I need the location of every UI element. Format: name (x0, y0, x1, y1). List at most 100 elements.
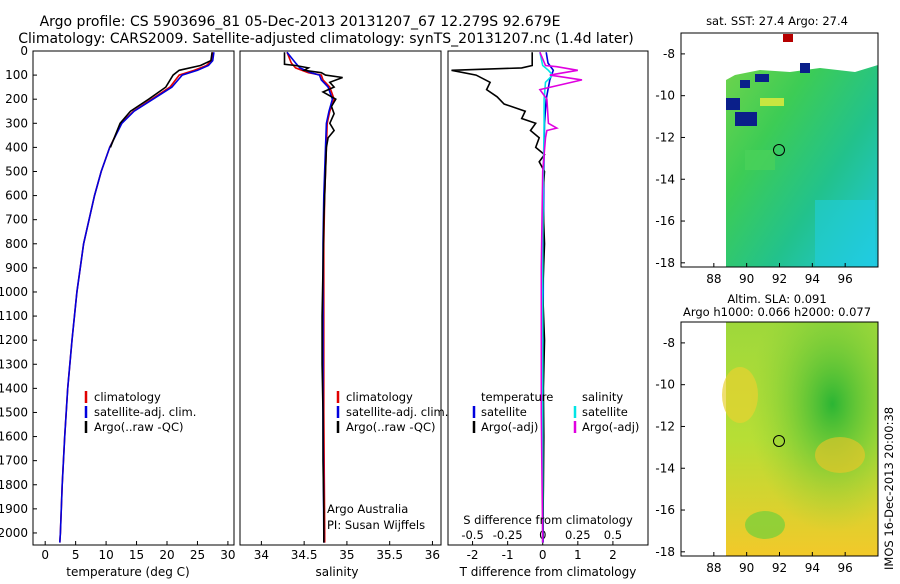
pi-label: PI: Susan Wijffels (327, 518, 425, 532)
legend-climatology: climatology (94, 390, 161, 404)
x-tick-label: 1 (574, 548, 582, 562)
legend-satellite: satellite-adj. clim. (94, 405, 196, 419)
depth-tick-label: 800 (5, 237, 28, 251)
t-difference-xlabel: T difference from climatology (459, 565, 637, 579)
sla-map: Altim. SLA: 0.091 Argo h1000: 0.066 h200… (655, 292, 879, 575)
x-tick-label: 35 (339, 548, 354, 562)
series-line-satellite-adj-clim- (59, 52, 215, 543)
s-difference-label: S difference from climatology (463, 513, 633, 527)
temperature-xlabel: temperature (deg C) (66, 565, 189, 579)
x-tick-label: 5 (72, 548, 80, 562)
depth-tick-label: 2000 (0, 526, 28, 540)
x-tick-label: 2 (609, 548, 617, 562)
salinity-panel: 34 34.5 35 35.5 36 salinity climatology sate… (239, 50, 448, 579)
legend-t-argo: Argo(-adj) (481, 420, 538, 434)
legend-s-satellite: satellite (582, 405, 628, 419)
legend-s-argo: Argo(-adj) (582, 420, 639, 434)
x-tick-label: -1 (502, 548, 514, 562)
depth-tick-label: 1600 (0, 430, 28, 444)
depth-tick-label: 1700 (0, 454, 28, 468)
lat-tick-label: -18 (655, 256, 675, 270)
depth-tick-label: 1800 (0, 478, 28, 492)
depth-tick-label: 200 (5, 92, 28, 106)
depth-tick-label: 1000 (0, 285, 28, 299)
series-line-s-argo-adj- (538, 51, 583, 543)
x-tick-label: 34 (254, 548, 269, 562)
depth-tick-label: 1900 (0, 502, 28, 516)
depth-tick-label: 1400 (0, 381, 28, 395)
x-tick-label: 0 (41, 548, 49, 562)
lon-tick-label: 92 (772, 272, 787, 286)
s-tick-label: -0.5 (461, 528, 483, 542)
lon-tick-label: 88 (706, 561, 721, 575)
s-tick-label: -0.25 (493, 528, 523, 542)
sst-map-title: sat. SST: 27.4 Argo: 27.4 (706, 14, 848, 28)
lat-tick-label: -10 (655, 89, 675, 103)
depth-tick-label: 1100 (0, 309, 28, 323)
depth-tick-label: 1200 (0, 333, 28, 347)
depth-tick-label: 100 (5, 68, 28, 82)
salinity-legend: climatology satellite-adj. clim. Argo(..… (336, 390, 448, 434)
depth-tick-label: 700 (5, 213, 28, 227)
s-tick-label: 0.5 (604, 528, 622, 542)
legend-salinity: salinity (582, 390, 623, 404)
sla-title-line2: Argo h1000: 0.066 h2000: 0.077 (683, 305, 871, 319)
legend-climatology: climatology (346, 390, 413, 404)
legend-satellite: satellite-adj. clim. (346, 405, 448, 419)
series-line-argo-raw-qc- (283, 52, 343, 543)
lat-tick-label: -16 (655, 214, 675, 228)
argo-location-marker (773, 435, 785, 447)
series-line-t-argo-adj- (451, 52, 546, 543)
difference-axes (447, 50, 649, 546)
lat-tick-label: -18 (655, 545, 675, 559)
x-tick-label: 0 (539, 548, 547, 562)
sst-lon-ticks: 88 90 92 94 96 (706, 263, 853, 286)
sla-lat-ticks: -8 -10 -12 -14 -16 -18 (655, 336, 685, 559)
lat-tick-label: -8 (663, 336, 675, 350)
depth-tick-label: 300 (5, 116, 28, 130)
lon-tick-label: 94 (805, 561, 820, 575)
depth-tick-label: 1300 (0, 357, 28, 371)
lat-tick-label: -16 (655, 503, 675, 517)
temperature-lines (59, 52, 215, 543)
lat-tick-label: -12 (655, 419, 675, 433)
figure-title-line2: Climatology: CARS2009. Satellite-adjuste… (18, 31, 633, 47)
salinity-lines (283, 51, 343, 543)
lon-tick-label: 90 (739, 561, 754, 575)
series-line-climatology (59, 52, 214, 543)
series-line-satellite-adj-clim- (286, 51, 334, 543)
sla-title-line1: Altim. SLA: 0.091 (727, 292, 826, 306)
temperature-panel: 0100200300400500600700800900100011001200… (0, 44, 236, 579)
x-tick-label: 20 (159, 548, 174, 562)
legend-t-satellite: satellite (481, 405, 527, 419)
argo-location-marker (773, 144, 785, 156)
s-tick-label: 0.25 (565, 528, 591, 542)
depth-tick-label: 600 (5, 189, 28, 203)
lat-tick-label: -8 (663, 47, 675, 61)
temperature-x-ticks: 0 5 10 15 20 25 30 (41, 541, 236, 562)
figure-title-line1: Argo profile: CS 5903696_81 05-Dec-2013 … (40, 14, 561, 30)
legend-temperature: temperature (481, 390, 553, 404)
x-tick-label: 35.5 (376, 548, 403, 562)
depth-tick-label: 400 (5, 140, 28, 154)
depth-tick-label: 0 (20, 44, 28, 58)
salinity-xlabel: salinity (315, 565, 358, 579)
difference-legend: temperature satellite Argo(-adj) salinit… (472, 390, 639, 434)
lon-tick-label: 96 (838, 272, 853, 286)
series-line-s-satellite (539, 52, 554, 543)
x-tick-label: 25 (190, 548, 205, 562)
x-tick-label: 34.5 (291, 548, 318, 562)
x-tick-label: 30 (220, 548, 235, 562)
depth-tick-label: 500 (5, 164, 28, 178)
s-difference-x-ticks: -0.5 -0.25 0 0.25 0.5 (461, 528, 622, 542)
depth-tick-label: 1500 (0, 405, 28, 419)
sst-map: sat. SST: 27.4 Argo: 27.4 -8 -10 -12 -14 -16… (655, 14, 879, 286)
salinity-x-ticks: 34 34.5 35 35.5 36 (254, 541, 440, 562)
argo-australia-label: Argo Australia (327, 502, 408, 516)
lon-tick-label: 92 (772, 561, 787, 575)
difference-panel: -2 -1 0 1 2 -0.5 -0.25 0 0.25 0.5 S difference f… (447, 50, 649, 579)
x-tick-label: 10 (98, 548, 113, 562)
sst-lat-ticks: -8 -10 -12 -14 -16 -18 (655, 47, 685, 270)
series-line-argo-raw-qc- (109, 52, 213, 148)
